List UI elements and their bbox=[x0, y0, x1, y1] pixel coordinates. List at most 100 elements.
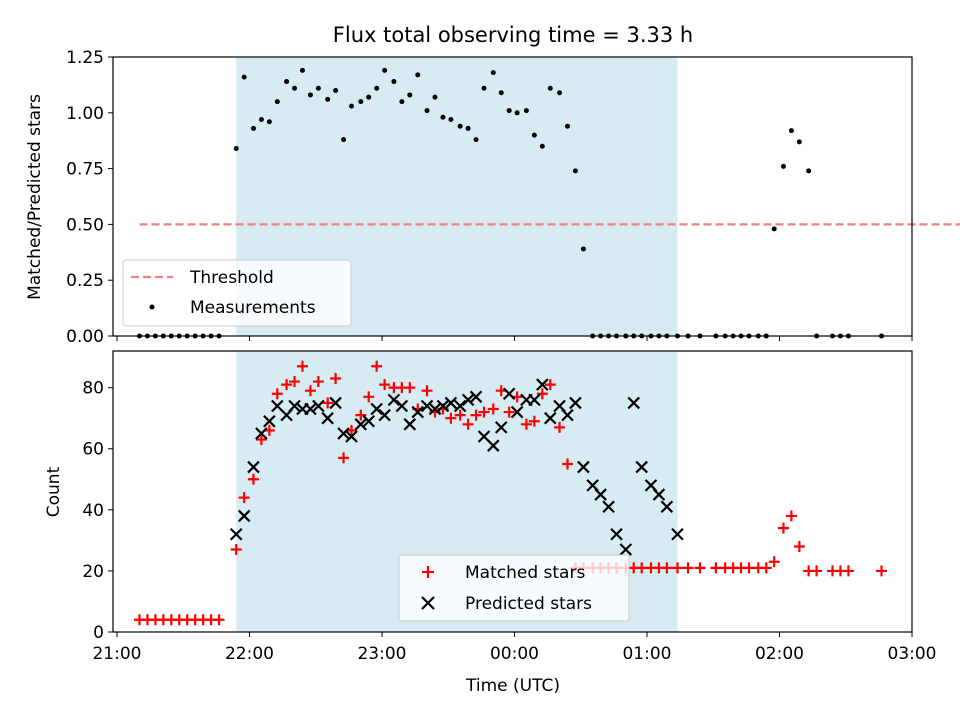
measurement-point bbox=[374, 85, 380, 91]
ratio-y-tick-label: 0.25 bbox=[66, 271, 104, 291]
x-tick-label: 22:00 bbox=[225, 644, 274, 664]
predicted-star-point bbox=[494, 421, 508, 434]
measurement-point bbox=[284, 79, 290, 85]
matched-star-point bbox=[238, 492, 250, 504]
predicted-star-point bbox=[510, 405, 524, 419]
predicted-star-point bbox=[602, 500, 615, 514]
x-tick-label: 01:00 bbox=[622, 644, 671, 664]
predicted-star-point bbox=[528, 393, 541, 407]
matched-star-point bbox=[694, 562, 706, 574]
ratio-y-tick-label: 0.50 bbox=[66, 215, 104, 235]
matched-star-point bbox=[661, 562, 673, 574]
predicted-star-point bbox=[469, 390, 483, 404]
predicted-star-point bbox=[321, 411, 334, 425]
matched-star-point bbox=[213, 614, 225, 626]
predicted-star-point bbox=[594, 488, 607, 501]
predicted-star-point bbox=[403, 418, 417, 431]
predicted-star-point bbox=[461, 393, 475, 407]
x-axis-label: Time (UTC) bbox=[465, 676, 560, 696]
predicted-star-point bbox=[543, 411, 557, 425]
x-tick-label: 03:00 bbox=[888, 644, 937, 664]
predicted-stars-points bbox=[231, 379, 684, 556]
measurement-point bbox=[382, 67, 388, 73]
matched-star-point bbox=[768, 556, 780, 568]
ratio-panel: 0.00 0.25 0.50 0.75 1.00 1.25 Matched/Predict… bbox=[25, 48, 960, 347]
measurement-point bbox=[341, 137, 347, 143]
predicted-star-point bbox=[477, 430, 491, 443]
measurement-point bbox=[465, 125, 471, 131]
ratio-plot-frame bbox=[112, 56, 913, 337]
measurement-point bbox=[547, 85, 553, 91]
predicted-star-point bbox=[312, 399, 325, 413]
matched-star-point bbox=[760, 562, 772, 574]
matched-star-point bbox=[379, 379, 391, 391]
predicted-star-point bbox=[627, 396, 641, 410]
count-legend-box bbox=[398, 554, 630, 622]
predicted-star-point bbox=[502, 387, 516, 401]
measurement-point bbox=[490, 70, 496, 76]
matched-star-point bbox=[842, 565, 854, 577]
measurement-point bbox=[771, 226, 777, 232]
legend-matched-swatch bbox=[422, 566, 434, 578]
matched-star-point bbox=[811, 565, 823, 577]
measurement-point bbox=[407, 92, 413, 98]
x-tick-label: 21:00 bbox=[92, 644, 141, 664]
matched-star-point bbox=[330, 372, 342, 384]
predicted-star-point bbox=[411, 405, 425, 419]
predicted-star-point bbox=[577, 460, 590, 474]
measurement-point bbox=[349, 103, 355, 109]
matched-star-point bbox=[304, 385, 316, 397]
matched-star-point bbox=[289, 376, 301, 388]
count-y-tick-label: 80 bbox=[82, 379, 104, 399]
matched-star-point bbox=[544, 379, 556, 391]
predicted-star-point bbox=[453, 399, 467, 413]
measurement-point bbox=[366, 94, 372, 100]
predicted-star-point bbox=[610, 527, 623, 541]
measurement-point bbox=[233, 146, 239, 152]
measurement-point bbox=[241, 74, 247, 80]
matched-star-point bbox=[636, 562, 648, 574]
predicted-star-point bbox=[378, 408, 391, 422]
predicted-star-point bbox=[671, 527, 684, 541]
legend-measurements-label: Measurements bbox=[190, 298, 316, 318]
measurement-point bbox=[506, 108, 512, 114]
measurement-point bbox=[325, 96, 331, 102]
matched-star-point bbox=[554, 421, 566, 433]
measurement-point bbox=[266, 119, 272, 125]
measurement-point bbox=[292, 85, 298, 91]
matched-star-point bbox=[355, 409, 367, 421]
predicted-star-point bbox=[255, 427, 268, 440]
legend-predicted-swatch bbox=[421, 596, 435, 610]
matched-star-point bbox=[503, 406, 515, 418]
predicted-star-point bbox=[652, 488, 666, 501]
measurement-point bbox=[523, 108, 529, 114]
ratio-legend: Threshold Measurements bbox=[122, 259, 352, 327]
matched-star-point bbox=[454, 409, 466, 421]
matched-star-point bbox=[445, 412, 457, 424]
count-y-tick-label: 40 bbox=[82, 501, 104, 521]
measurement-point bbox=[258, 116, 264, 122]
predicted-star-point bbox=[420, 399, 434, 413]
count-legend: Matched stars Predicted stars bbox=[398, 554, 630, 622]
ratio-y-tick-label: 0.00 bbox=[66, 327, 104, 347]
predicted-star-point bbox=[635, 460, 648, 474]
matched-star-point bbox=[230, 544, 242, 556]
matched-star-point bbox=[255, 434, 267, 446]
matched-star-point bbox=[247, 473, 259, 485]
predicted-star-point bbox=[337, 427, 350, 440]
matched-star-point bbox=[404, 382, 416, 394]
matched-star-point bbox=[322, 397, 334, 409]
predicted-star-point bbox=[487, 439, 500, 452]
legend-threshold-label: Threshold bbox=[189, 268, 274, 288]
legend-predicted-label: Predicted stars bbox=[465, 594, 592, 614]
count-panel: 0 20 40 60 80 21:00 22:00 23:00 00:00 01:00 02:00… bbox=[44, 351, 937, 696]
measurement-point bbox=[391, 79, 397, 85]
matched-star-point bbox=[785, 510, 797, 522]
measurement-point bbox=[580, 246, 586, 252]
measurement-point bbox=[514, 110, 520, 116]
predicted-star-point bbox=[619, 543, 633, 556]
matched-star-point bbox=[312, 376, 324, 388]
predicted-star-point bbox=[271, 399, 284, 413]
measurement-point bbox=[498, 90, 504, 96]
